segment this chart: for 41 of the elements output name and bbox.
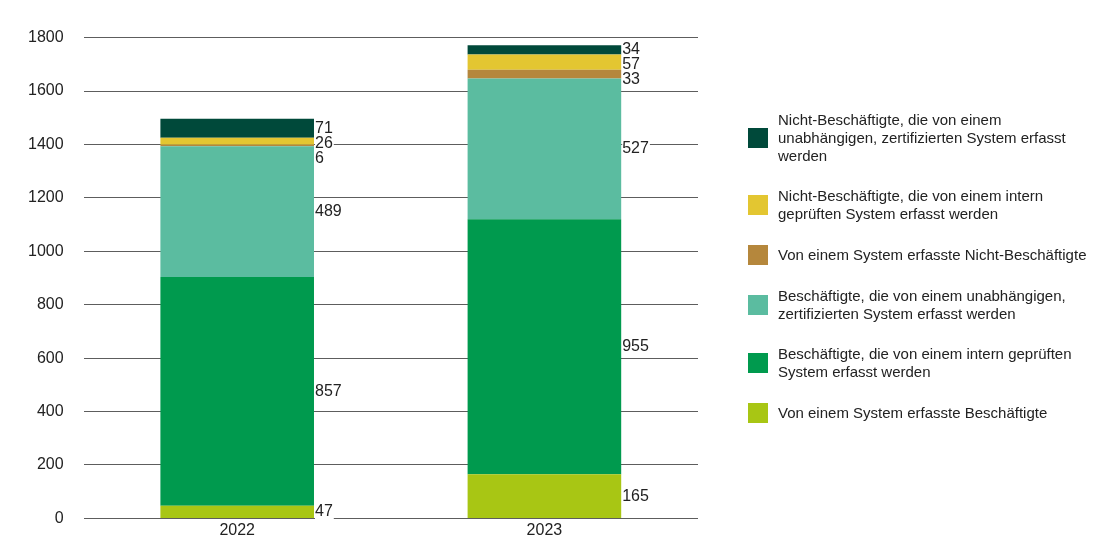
bar xyxy=(467,69,622,79)
y-tick-label: 1400 xyxy=(28,134,64,152)
y-tick-label: 400 xyxy=(36,401,64,419)
bar xyxy=(160,118,314,138)
data-label: 6 xyxy=(315,148,324,166)
data-label: 47 xyxy=(315,502,333,520)
bar xyxy=(160,137,314,145)
data-label: 955 xyxy=(622,337,649,355)
legend-label: Nicht-Beschäftigte, die von einem intern geprüften System erfasst werden xyxy=(778,187,1045,223)
y-tick-label: 1000 xyxy=(28,241,64,259)
data-label: 57 xyxy=(622,55,641,73)
data-label: 71 xyxy=(315,118,333,136)
legend-label: Beschäftigte, die von einem unabhängigen, zertifizierten System erfasst werden xyxy=(778,287,1067,323)
x-tick-label: 2022 xyxy=(219,521,256,539)
y-tick-label: 600 xyxy=(36,348,64,366)
y-tick-label: 0 xyxy=(54,508,64,526)
data-label: 489 xyxy=(315,202,342,220)
bar xyxy=(467,45,622,55)
data-label: 26 xyxy=(315,133,333,151)
data-label: 857 xyxy=(315,381,342,399)
bar xyxy=(467,78,622,220)
x-tick-label: 2023 xyxy=(526,521,563,539)
legend-label: Nicht-Beschäftigte, die von einem unabhängigen, zertifizierten System erfasst werden xyxy=(778,111,1067,165)
y-tick-label: 1200 xyxy=(28,188,64,206)
data-label: 527 xyxy=(622,139,649,157)
bar xyxy=(467,219,622,475)
bar xyxy=(160,505,314,518)
bar xyxy=(160,146,314,277)
legend-label: Beschäftigte, die von einem intern geprüften System erfasst werden xyxy=(778,345,1073,381)
bar xyxy=(467,474,622,518)
bar xyxy=(467,54,622,70)
bar xyxy=(160,276,314,506)
data-label: 33 xyxy=(622,70,641,88)
data-label: 165 xyxy=(622,486,649,504)
legend-label: Von einem System erfasste Nicht-Beschäftigte xyxy=(778,246,1087,264)
y-tick-label: 1600 xyxy=(28,81,64,99)
legend-label: Von einem System erfasste Beschäftigte xyxy=(778,404,1048,422)
data-label: 34 xyxy=(622,40,641,58)
y-tick-label: 1800 xyxy=(28,28,64,46)
y-tick-label: 200 xyxy=(36,455,64,473)
y-tick-label: 800 xyxy=(36,295,64,313)
